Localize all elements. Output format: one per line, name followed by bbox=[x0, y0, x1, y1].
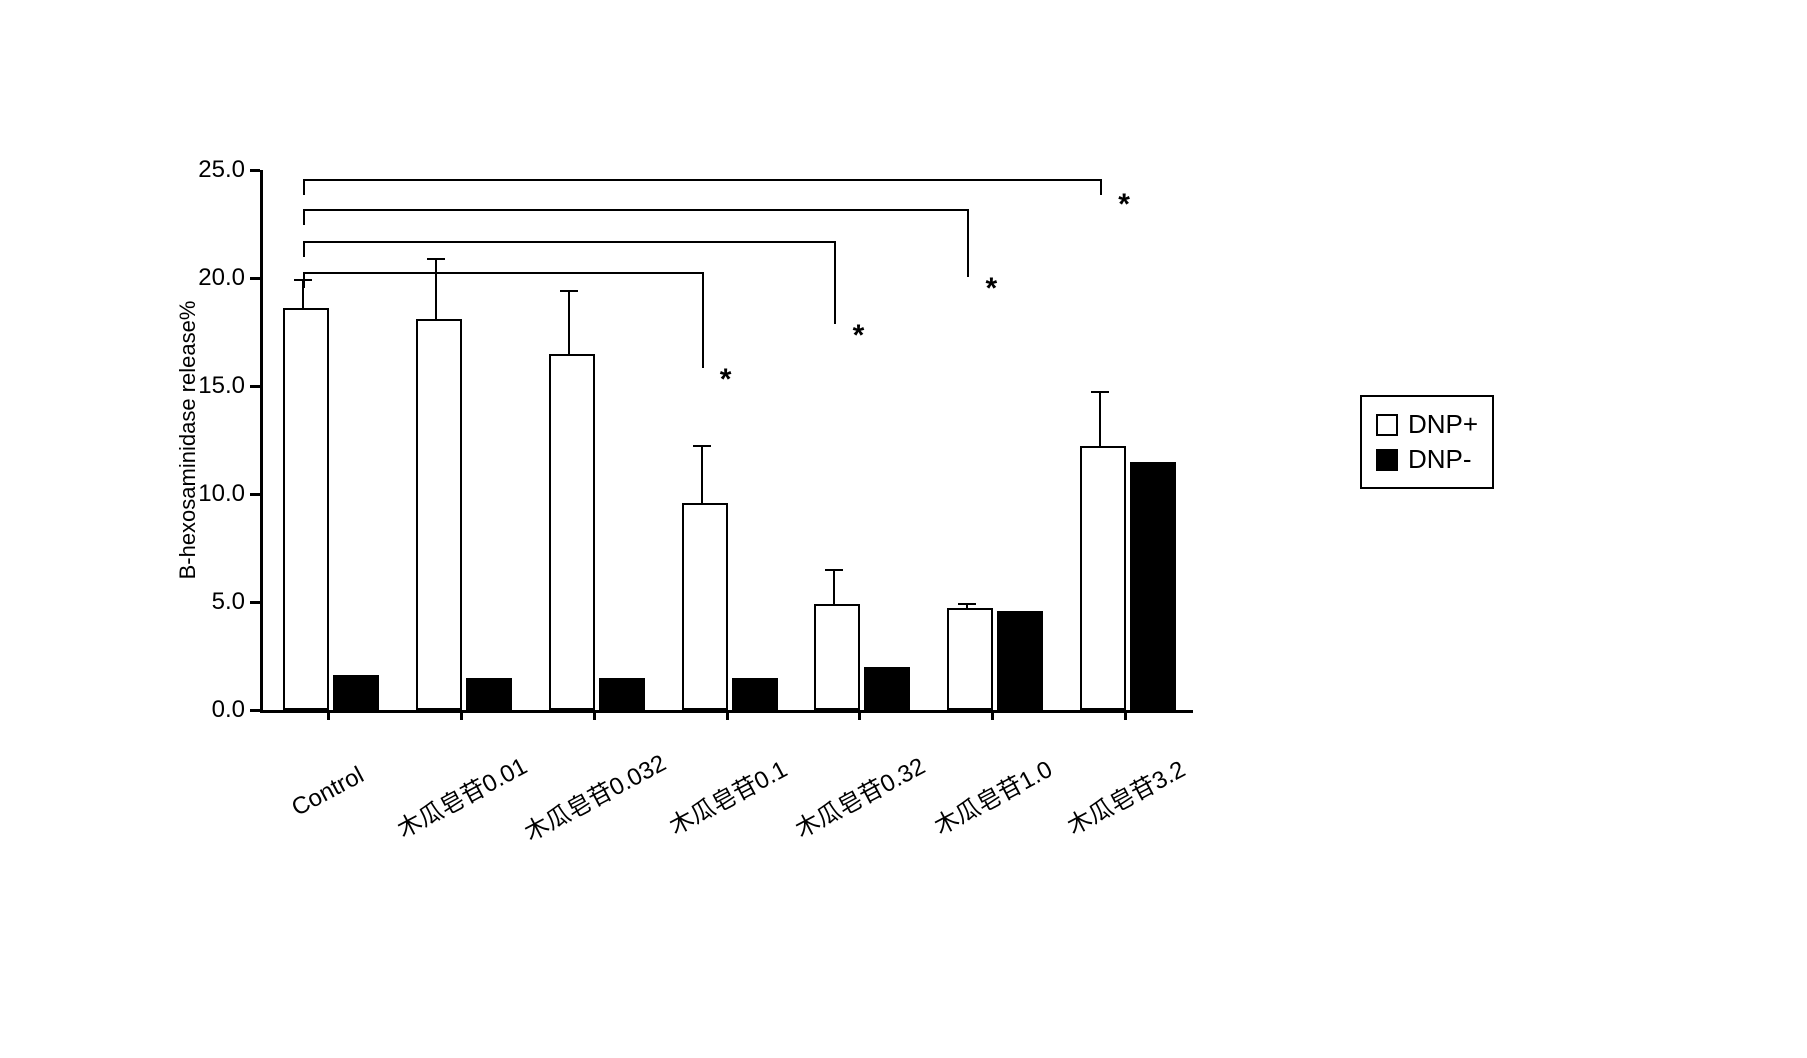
bar bbox=[682, 503, 728, 710]
significance-star: * bbox=[1118, 188, 1130, 222]
error-bar-cap bbox=[1091, 391, 1109, 393]
legend: DNP+ DNP- bbox=[1360, 395, 1494, 489]
y-tick-label: 25.0 bbox=[190, 156, 245, 184]
significance-bracket bbox=[303, 209, 967, 211]
error-bar-cap bbox=[693, 445, 711, 447]
error-bar-cap bbox=[427, 258, 445, 260]
legend-label: DNP- bbox=[1408, 444, 1472, 475]
y-tick-mark bbox=[250, 493, 260, 496]
bar bbox=[416, 319, 462, 710]
x-tick-mark bbox=[858, 710, 861, 720]
legend-item: DNP- bbox=[1376, 444, 1478, 475]
x-tick-mark bbox=[327, 710, 330, 720]
x-tick-mark bbox=[460, 710, 463, 720]
significance-bracket-drop bbox=[967, 209, 969, 277]
y-tick-label: 20.0 bbox=[190, 264, 245, 292]
bar bbox=[864, 667, 910, 710]
significance-star: * bbox=[853, 319, 865, 353]
y-tick-mark bbox=[250, 277, 260, 280]
significance-star: * bbox=[985, 272, 997, 306]
significance-bracket-drop bbox=[303, 241, 305, 257]
y-tick-label: 10.0 bbox=[190, 480, 245, 508]
y-tick-label: 0.0 bbox=[190, 696, 245, 724]
x-tick-mark bbox=[593, 710, 596, 720]
significance-star: * bbox=[720, 363, 732, 397]
error-bar-cap bbox=[958, 603, 976, 605]
y-tick-label: 15.0 bbox=[190, 372, 245, 400]
error-bar bbox=[701, 446, 703, 502]
bar bbox=[549, 354, 595, 710]
bar bbox=[947, 608, 993, 710]
bar bbox=[466, 678, 512, 710]
error-bar-cap bbox=[825, 569, 843, 571]
y-axis-title: B-hexosaminidase release% bbox=[175, 301, 201, 580]
error-bar-cap bbox=[560, 290, 578, 292]
y-tick-label: 5.0 bbox=[190, 588, 245, 616]
significance-bracket-drop bbox=[303, 209, 305, 225]
y-tick-mark bbox=[250, 709, 260, 712]
chart-plot-area bbox=[260, 170, 1193, 713]
bar bbox=[1130, 462, 1176, 710]
legend-swatch bbox=[1376, 449, 1398, 471]
bar bbox=[732, 678, 778, 710]
significance-bracket-drop bbox=[303, 272, 305, 288]
bar bbox=[333, 675, 379, 710]
legend-swatch bbox=[1376, 414, 1398, 436]
bar bbox=[1080, 446, 1126, 710]
significance-bracket-drop bbox=[1100, 179, 1102, 195]
bar bbox=[997, 611, 1043, 710]
legend-label: DNP+ bbox=[1408, 409, 1478, 440]
bar bbox=[283, 308, 329, 710]
y-tick-mark bbox=[250, 385, 260, 388]
error-bar bbox=[1099, 392, 1101, 446]
y-tick-mark bbox=[250, 169, 260, 172]
bar bbox=[599, 678, 645, 710]
x-tick-mark bbox=[726, 710, 729, 720]
legend-item: DNP+ bbox=[1376, 409, 1478, 440]
page: B-hexosaminidase release% DNP+ DNP- 0.0 5.… bbox=[0, 0, 1807, 1058]
y-tick-mark bbox=[250, 601, 260, 604]
significance-bracket bbox=[303, 241, 834, 243]
x-tick-mark bbox=[991, 710, 994, 720]
error-bar bbox=[435, 259, 437, 319]
x-tick-mark bbox=[1124, 710, 1127, 720]
significance-bracket-drop bbox=[834, 241, 836, 324]
significance-bracket bbox=[303, 272, 702, 274]
error-bar bbox=[568, 291, 570, 354]
error-bar bbox=[833, 570, 835, 605]
significance-bracket-drop bbox=[303, 179, 305, 195]
significance-bracket-drop bbox=[702, 272, 704, 368]
significance-bracket bbox=[303, 179, 1100, 181]
bar bbox=[814, 604, 860, 710]
